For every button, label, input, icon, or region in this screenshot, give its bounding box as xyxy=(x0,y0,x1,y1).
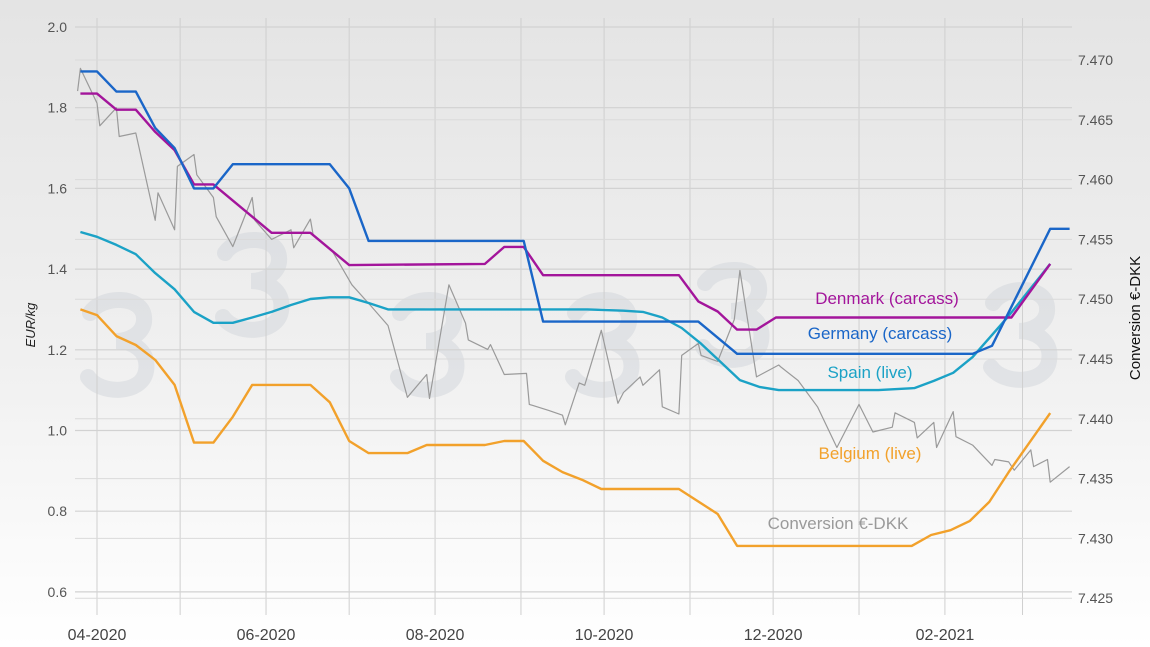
x-tick-label: 12-2020 xyxy=(744,627,803,644)
y2-tick-label: 7.435 xyxy=(1078,471,1113,487)
series-line-spain-live xyxy=(80,230,1052,392)
series-label: Denmark (carcass) xyxy=(815,289,959,308)
x-tick-label: 10-2020 xyxy=(575,627,634,644)
y-tick-label: 1.4 xyxy=(48,261,68,277)
y2-tick-label: 7.440 xyxy=(1078,411,1113,427)
axes: 2.0 1.8 1.6 1.4 1.2 1.0 0.8 0.6 7.470 7.465 7.460 7… xyxy=(23,19,1144,644)
y-tick-label: 1.2 xyxy=(48,342,68,358)
series-label: Belgium (live) xyxy=(819,444,922,463)
series-lines xyxy=(77,67,1070,548)
y-axis-title: EUR/kg xyxy=(23,302,38,348)
series-label: Conversion €-DKK xyxy=(768,514,909,533)
x-tick-label: 04-2020 xyxy=(68,627,127,644)
series-line-denmark-carcass xyxy=(80,92,1052,331)
y2-tick-label: 7.465 xyxy=(1078,112,1113,128)
y2-axis-title: Conversion €-DKK xyxy=(1127,256,1144,380)
y-tick-label: 1.0 xyxy=(48,423,68,439)
series-label: Germany (carcass) xyxy=(808,324,953,343)
y2-tick-label: 7.445 xyxy=(1078,351,1113,367)
y2-tick-label: 7.450 xyxy=(1078,291,1113,307)
x-tick-label: 08-2020 xyxy=(406,627,465,644)
series-line-conversion-dkk xyxy=(77,67,1070,483)
grid-lines xyxy=(75,18,1072,615)
x-tick-label: 06-2020 xyxy=(237,627,296,644)
series-labels: Denmark (carcass) Germany (carcass) Spain … xyxy=(768,289,959,533)
y2-tick-label: 7.425 xyxy=(1078,590,1113,606)
y2-tick-label: 7.460 xyxy=(1078,172,1113,188)
series-line-germany-carcass xyxy=(80,70,1070,355)
y-tick-label: 0.8 xyxy=(48,503,68,519)
x-tick-label: 02-2021 xyxy=(916,627,975,644)
y2-tick-label: 7.430 xyxy=(1078,530,1113,546)
series-label: Spain (live) xyxy=(827,363,912,382)
y-tick-label: 1.6 xyxy=(48,180,68,196)
y2-tick-label: 7.470 xyxy=(1078,52,1113,68)
y-tick-label: 0.6 xyxy=(48,584,68,600)
y-tick-label: 1.8 xyxy=(48,100,68,116)
series-line-belgium-live xyxy=(80,308,1052,548)
y-tick-label: 2.0 xyxy=(48,19,68,35)
y2-tick-label: 7.455 xyxy=(1078,231,1113,247)
